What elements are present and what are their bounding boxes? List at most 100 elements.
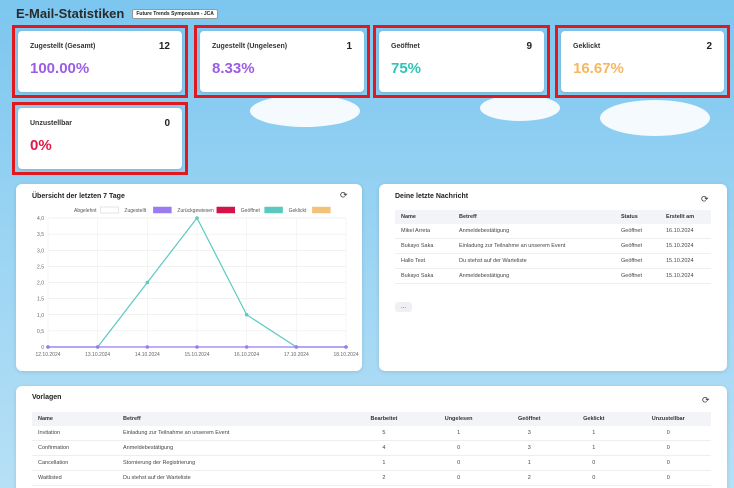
legend-label: Geklickt xyxy=(289,208,307,214)
table-row[interactable]: Invitation Einladung zur Teilnahme an un… xyxy=(32,426,711,441)
col-name: Name xyxy=(32,412,117,426)
legend-swatch xyxy=(216,206,236,214)
col-opened: Geöffnet xyxy=(496,412,563,426)
stat-card-delivered-total: Zugestellt (Gesamt) 12 100.00% xyxy=(18,31,182,92)
data-point xyxy=(244,345,249,349)
data-point xyxy=(46,345,50,349)
table-row[interactable]: Bukayo Saka Anmeldebestätigung Geöffnet … xyxy=(395,268,711,284)
table-row[interactable]: Cancellation Stornierung der Registrieru… xyxy=(32,455,711,471)
cell: 0 xyxy=(562,470,626,486)
refresh-icon[interactable]: ⟳ xyxy=(702,395,710,405)
page-header: E-Mail-Statistiken Future Trends Symposi… xyxy=(16,6,218,21)
table-row[interactable]: Waitlisted Du stehst auf der Warteliste … xyxy=(32,470,711,486)
cell: 0 xyxy=(625,440,711,456)
messages-title: Deine letzte Nachricht xyxy=(395,193,469,200)
table-row[interactable]: Mikel Arreta Anmeldebestätigung Geöffnet… xyxy=(395,224,711,239)
x-tick-label: 12.10.2024 xyxy=(35,352,60,358)
cell: Anmeldebestätigung xyxy=(453,224,615,239)
cell: Geöffnet xyxy=(615,238,660,254)
cell: 0 xyxy=(562,455,626,471)
chart-panel: Übersicht der letzten 7 Tage ⟳ 0 0,5 1,0 1,… xyxy=(16,184,362,371)
cell: Bukayo Saka xyxy=(395,238,453,254)
y-tick-label: 4,0 xyxy=(37,216,44,222)
cell: 0 xyxy=(420,455,497,471)
cell: Du stehst auf der Warteliste xyxy=(117,470,347,486)
templates-title: Vorlagen xyxy=(32,394,62,401)
stat-value: 100.00% xyxy=(30,60,90,77)
y-tick-label: 2,0 xyxy=(37,281,44,287)
legend-label: Abgelehnt xyxy=(74,208,97,214)
cell: 1 xyxy=(562,426,626,441)
cell: 16.10.2024 xyxy=(660,224,711,239)
refresh-icon[interactable]: ⟳ xyxy=(701,194,709,204)
cell: Hallo Test xyxy=(395,253,453,269)
stat-value: 8.33% xyxy=(212,60,255,77)
cell: 5 xyxy=(347,426,421,441)
cell: Anmeldebestätigung xyxy=(453,268,615,284)
stat-frame xyxy=(555,25,730,98)
legend-label: Zugestellt xyxy=(124,208,146,214)
stat-card-opened: Geöffnet 9 75% xyxy=(379,31,544,92)
stat-label: Geklickt xyxy=(573,43,601,50)
cell: Invitation xyxy=(32,426,117,441)
messages-panel: Deine letzte Nachricht ⟳ Name Betreff St… xyxy=(379,184,727,371)
stat-label: Zugestellt (Gesamt) xyxy=(30,43,96,50)
cell: 0 xyxy=(420,440,497,456)
col-unread: Ungelesen xyxy=(420,412,497,426)
col-bounced: Unzustellbar xyxy=(625,412,711,426)
legend-swatch xyxy=(264,206,283,214)
cell: Confirmation xyxy=(32,440,117,456)
y-tick-label: 1,0 xyxy=(37,313,44,319)
templates-panel: Vorlagen ⟳ Name Betreff Bearbeitet Ungel… xyxy=(16,386,727,488)
x-tick-label: 14.10.2024 xyxy=(135,352,160,358)
templates-table-wrap: Name Betreff Bearbeitet Ungelesen Geöffn… xyxy=(32,412,711,486)
more-button[interactable]: ... xyxy=(395,302,413,312)
cell: 2 xyxy=(347,470,421,486)
table-row[interactable]: Hallo Test Du stehst auf der Warteliste … xyxy=(395,253,711,269)
stat-label: Geöffnet xyxy=(391,43,420,50)
stat-frame xyxy=(194,25,370,98)
data-point xyxy=(244,312,249,317)
stat-count: 2 xyxy=(706,41,712,52)
stat-frame xyxy=(373,25,550,98)
y-tick-label: 0 xyxy=(41,345,44,351)
cell: Cancellation xyxy=(32,455,117,471)
legend-swatch xyxy=(153,206,172,214)
stat-card-clicked: Geklickt 2 16.67% xyxy=(561,31,724,92)
cell: 1 xyxy=(496,455,563,471)
templates-table: Name Betreff Bearbeitet Ungelesen Geöffn… xyxy=(32,412,711,486)
col-status: Status xyxy=(615,210,660,224)
line-chart: 0 0,5 1,0 1,5 2,0 2,5 3,0 3,5 4,0 12.10.2024 13.10… xyxy=(35,206,359,358)
x-tick-label: 15.10.2024 xyxy=(184,352,209,358)
stat-label: Unzustellbar xyxy=(30,120,73,127)
cell: Geöffnet xyxy=(615,253,660,269)
table-row[interactable]: Bukayo Saka Einladung zur Teilnahme an u… xyxy=(395,238,711,254)
cell: Geöffnet xyxy=(615,268,660,284)
page-title: E-Mail-Statistiken xyxy=(16,6,125,21)
legend-swatch xyxy=(312,206,331,214)
table-row[interactable]: Confirmation Anmeldebestätigung 4 0 3 1 … xyxy=(32,440,711,456)
stat-frame xyxy=(12,102,188,175)
y-tick-label: 1,5 xyxy=(37,297,44,303)
legend-label: Geöffnet xyxy=(241,208,261,214)
cell: 1 xyxy=(347,455,421,471)
x-tick-label: 16.10.2024 xyxy=(234,352,259,358)
stat-label: Zugestellt (Ungelesen) xyxy=(212,43,288,50)
messages-table-wrap: Name Betreff Status Erstellt am Mikel Ar… xyxy=(395,210,711,284)
x-tick-label: 13.10.2024 xyxy=(85,352,110,358)
x-tick-label: 18.10.2024 xyxy=(333,352,358,358)
stat-value: 0% xyxy=(30,137,52,154)
cell: Einladung zur Teilnahme an unserem Event xyxy=(453,238,615,254)
data-point xyxy=(145,345,150,349)
stat-count: 9 xyxy=(526,41,532,52)
stat-frame xyxy=(12,25,188,98)
cell: 4 xyxy=(347,440,421,456)
stat-value: 16.67% xyxy=(573,60,624,77)
data-point xyxy=(294,345,299,349)
cell: 0 xyxy=(625,426,711,441)
refresh-icon[interactable]: ⟳ xyxy=(340,190,348,200)
stat-count: 12 xyxy=(158,41,170,52)
y-tick-label: 2,5 xyxy=(37,264,44,270)
col-subject: Betreff xyxy=(117,412,347,426)
chart-title: Übersicht der letzten 7 Tage xyxy=(32,193,125,200)
